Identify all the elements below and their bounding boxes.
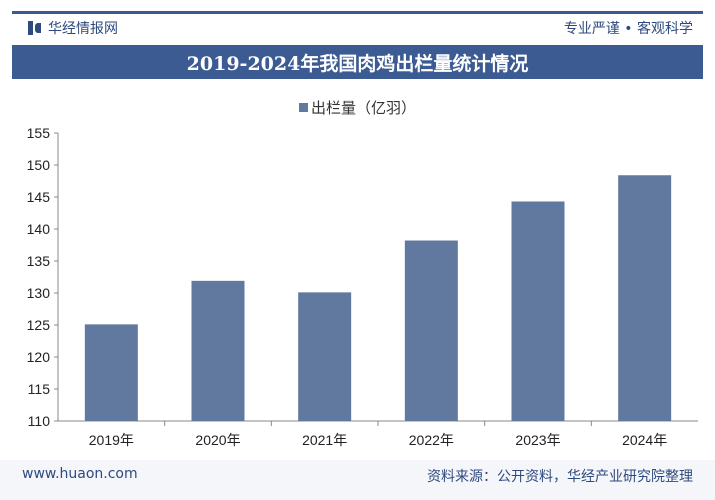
legend-swatch — [298, 103, 308, 112]
slogan: 专业严谨 • 客观科学 — [563, 21, 693, 37]
y-tick-label: 125 — [27, 317, 51, 333]
brand: 华经情报网 — [28, 18, 118, 38]
footer: www.huaon.com 资料来源：公开资料，华经产业研究院整理 — [0, 460, 715, 500]
x-tick-label: 2022年 — [409, 432, 454, 448]
x-tick-label: 2021年 — [302, 432, 347, 448]
bar — [618, 175, 672, 421]
x-tick-label: 2020年 — [195, 432, 240, 448]
x-tick-label: 2019年 — [89, 432, 134, 448]
source-note: 资料来源：公开资料，华经产业研究院整理 — [427, 469, 693, 485]
x-tick-label: 2024年 — [622, 432, 667, 448]
y-tick-label: 155 — [27, 125, 51, 141]
y-tick-label: 120 — [27, 349, 51, 365]
website-link[interactable]: www.huaon.com — [22, 466, 138, 482]
legend-label: 出栏量（亿羽） — [310, 99, 416, 117]
y-tick-label: 145 — [27, 189, 51, 205]
legend: 出栏量（亿羽） — [0, 97, 715, 118]
top-rule — [12, 11, 703, 14]
chart-title: 2019-2024年我国肉鸡出栏量统计情况 — [12, 45, 703, 79]
logo-icon — [28, 21, 42, 35]
y-tick-label: 115 — [28, 381, 51, 397]
brand-name: 华经情报网 — [48, 21, 118, 37]
bar — [298, 292, 352, 421]
x-tick-label: 2023年 — [515, 432, 560, 448]
y-tick-label: 150 — [27, 157, 51, 173]
bar — [84, 324, 138, 421]
y-tick-label: 140 — [27, 221, 51, 237]
bar — [191, 280, 245, 421]
bar — [404, 240, 458, 421]
y-tick-label: 110 — [28, 413, 51, 429]
bar — [511, 201, 565, 421]
y-tick-label: 135 — [27, 253, 51, 269]
y-tick-label: 130 — [27, 285, 51, 301]
